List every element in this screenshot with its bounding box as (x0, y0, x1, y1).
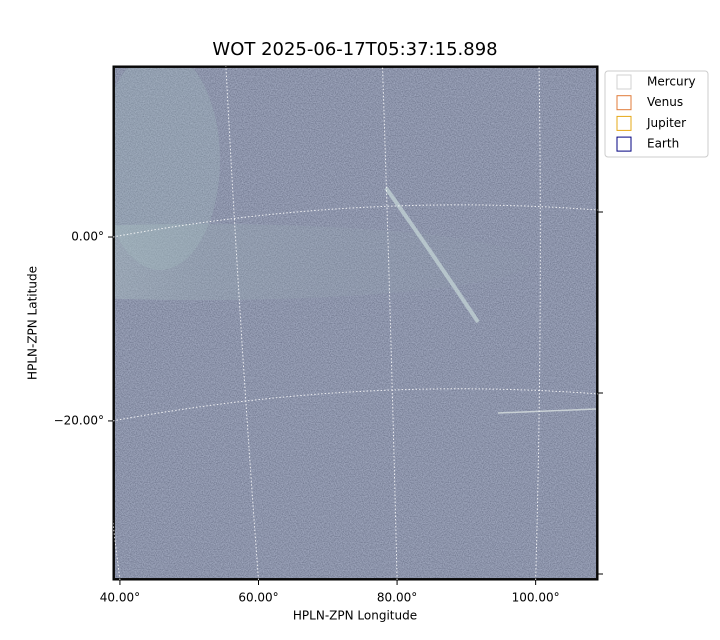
x-tick-label: 100.00° (512, 591, 560, 605)
grid-line (113, 519, 121, 580)
y-tick-label: 0.00° (71, 230, 104, 244)
grid-line (113, 388, 598, 422)
legend-swatch (616, 74, 632, 90)
grid-line (113, 204, 598, 238)
grid-line (381, 66, 398, 580)
y-axis-label: HPLN-ZPN Latitude (26, 266, 40, 380)
image (113, 66, 598, 580)
legend-swatch (616, 95, 632, 111)
legend-label: Jupiter (646, 116, 686, 130)
grid-line (535, 66, 541, 580)
chart-title: WOT 2025-06-17T05:37:15.898 (212, 39, 497, 60)
x-axis-label: HPLN-ZPN Longitude (293, 609, 417, 623)
legend-swatch (616, 136, 632, 152)
x-tick-label: 80.00° (377, 591, 417, 605)
x-tick-label: 40.00° (100, 591, 140, 605)
legend-swatch (616, 115, 632, 131)
plot-frame (112, 65, 599, 581)
legend-label: Earth (647, 137, 679, 151)
legend-label: Venus (647, 95, 683, 109)
grid-line (225, 66, 259, 580)
legend: Mercury Venus Jupiter Earth (604, 70, 709, 158)
legend-frame (604, 70, 709, 158)
legend-label: Mercury (647, 75, 696, 89)
x-tick-label: 60.00° (238, 591, 278, 605)
y-tick-label: −20.00° (54, 413, 104, 427)
